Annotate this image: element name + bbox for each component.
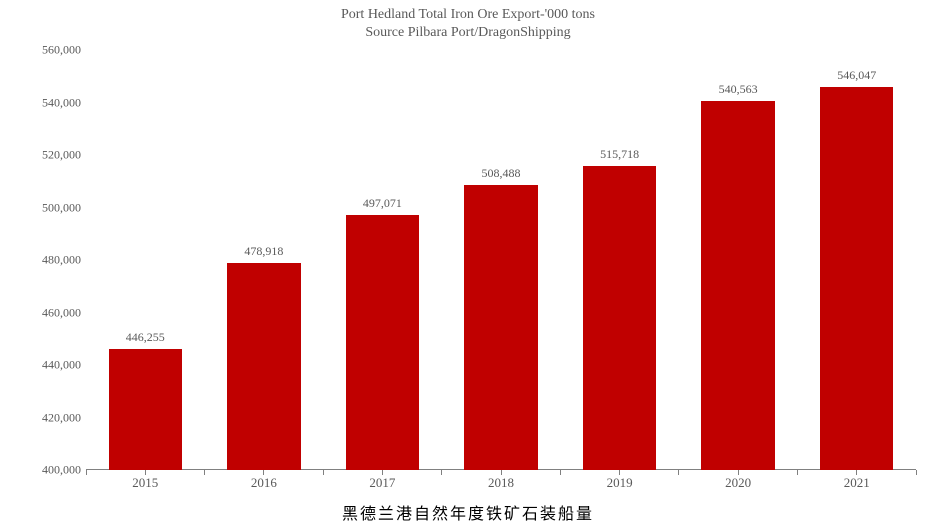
y-tick-label: 520,000 bbox=[21, 148, 81, 163]
y-tick-label: 480,000 bbox=[21, 253, 81, 268]
x-tick-label: 2017 bbox=[369, 475, 395, 491]
x-tick-label: 2021 bbox=[844, 475, 870, 491]
bar bbox=[701, 101, 775, 470]
caption-text: 黑德兰港自然年度铁矿石装船量 bbox=[0, 500, 936, 524]
x-tick-boundary bbox=[797, 470, 798, 475]
x-tick-boundary bbox=[678, 470, 679, 475]
chart-container: Port Hedland Total Iron Ore Export-'000 … bbox=[0, 0, 936, 531]
x-tick-label: 2015 bbox=[132, 475, 158, 491]
title-line-1: Port Hedland Total Iron Ore Export-'000 … bbox=[341, 7, 595, 22]
y-tick-label: 400,000 bbox=[21, 463, 81, 478]
x-tick-label: 2018 bbox=[488, 475, 514, 491]
title-line-2: Source Pilbara Port/DragonShipping bbox=[365, 25, 570, 40]
bar bbox=[227, 263, 301, 470]
x-tick-boundary bbox=[204, 470, 205, 475]
y-tick-label: 440,000 bbox=[21, 358, 81, 373]
chart-title: Port Hedland Total Iron Ore Export-'000 … bbox=[0, 6, 936, 41]
bar-value-label: 497,071 bbox=[363, 196, 402, 211]
bar bbox=[109, 349, 183, 470]
x-tick-boundary bbox=[323, 470, 324, 475]
bar bbox=[820, 87, 894, 470]
plot-area bbox=[86, 50, 916, 470]
y-tick-label: 560,000 bbox=[21, 43, 81, 58]
y-tick-label: 460,000 bbox=[21, 305, 81, 320]
x-tick-label: 2020 bbox=[725, 475, 751, 491]
x-tick-label: 2016 bbox=[251, 475, 277, 491]
y-tick-label: 500,000 bbox=[21, 200, 81, 215]
bar-value-label: 540,563 bbox=[719, 82, 758, 97]
bar bbox=[464, 185, 538, 470]
x-tick-label: 2019 bbox=[607, 475, 633, 491]
x-tick-boundary bbox=[86, 470, 87, 475]
bar-value-label: 446,255 bbox=[126, 330, 165, 345]
bar bbox=[346, 215, 420, 470]
bar bbox=[583, 166, 657, 470]
y-tick-label: 540,000 bbox=[21, 95, 81, 110]
bar-value-label: 546,047 bbox=[837, 68, 876, 83]
x-tick-boundary bbox=[560, 470, 561, 475]
bar-value-label: 508,488 bbox=[482, 166, 521, 181]
bar-value-label: 515,718 bbox=[600, 147, 639, 162]
bar-value-label: 478,918 bbox=[244, 244, 283, 259]
x-tick-boundary bbox=[441, 470, 442, 475]
x-tick-boundary bbox=[916, 470, 917, 475]
y-tick-label: 420,000 bbox=[21, 410, 81, 425]
